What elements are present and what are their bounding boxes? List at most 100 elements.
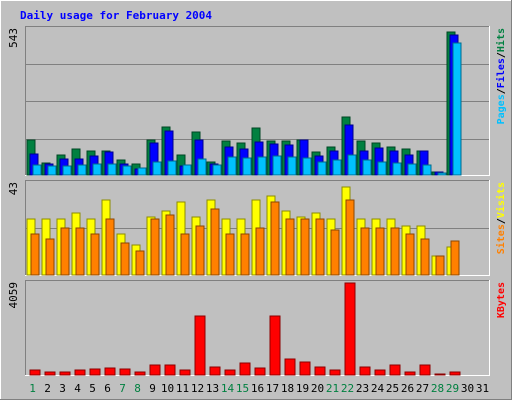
bar-kbytes-day-12 bbox=[194, 315, 206, 376]
x-tick-label-day-22: 22 bbox=[341, 382, 354, 395]
bar-sites-day-17 bbox=[270, 201, 280, 276]
x-tick-label-day-10: 10 bbox=[161, 382, 174, 395]
bar-pages-day-6 bbox=[107, 163, 117, 176]
x-tick-label-day-27: 27 bbox=[416, 382, 429, 395]
bar-sites-day-25 bbox=[390, 227, 400, 276]
panel-kbytes: 4059 KBytes bbox=[7, 280, 507, 376]
x-tick-label-day-23: 23 bbox=[356, 382, 369, 395]
x-tick-label-day-1: 1 bbox=[29, 382, 36, 395]
bar-sites-day-3 bbox=[60, 227, 70, 276]
bar-kbytes-day-3 bbox=[59, 371, 71, 376]
bar-sites-day-23 bbox=[360, 227, 370, 276]
bar-kbytes-day-10 bbox=[164, 364, 176, 376]
x-tick-label-day-5: 5 bbox=[89, 382, 96, 395]
bar-pages-day-14 bbox=[227, 156, 237, 176]
bar-sites-day-13 bbox=[210, 208, 220, 276]
x-tick-label-day-28: 28 bbox=[431, 382, 444, 395]
bar-kbytes-day-18 bbox=[284, 358, 296, 376]
bar-pages-day-4 bbox=[77, 164, 87, 176]
legend-sites: Sites bbox=[495, 224, 507, 254]
bar-kbytes-day-29 bbox=[449, 371, 461, 376]
panel-kbytes-max-label: 4059 bbox=[7, 282, 20, 309]
bar-sites-day-28 bbox=[435, 255, 445, 276]
legend-visits: Visits bbox=[495, 182, 507, 218]
bar-pages-day-3 bbox=[62, 165, 72, 176]
bar-pages-day-29 bbox=[452, 42, 462, 176]
legend-separator: / bbox=[496, 52, 507, 58]
bar-kbytes-day-26 bbox=[404, 371, 416, 376]
x-tick-label-day-7: 7 bbox=[119, 382, 126, 395]
bar-sites-day-8 bbox=[135, 250, 145, 276]
bar-sites-day-15 bbox=[240, 233, 250, 276]
bar-pages-day-7 bbox=[122, 165, 132, 176]
bar-sites-day-18 bbox=[285, 218, 295, 276]
bar-pages-day-8 bbox=[137, 167, 147, 176]
bar-sites-day-14 bbox=[225, 233, 235, 276]
panel-kbytes-legend: KBytes bbox=[496, 282, 507, 318]
bar-pages-day-19 bbox=[302, 157, 312, 176]
bar-kbytes-day-27 bbox=[419, 364, 431, 376]
bar-kbytes-day-9 bbox=[149, 364, 161, 376]
bar-kbytes-day-7 bbox=[119, 368, 131, 376]
legend-files: Files bbox=[495, 58, 507, 88]
bar-sites-day-21 bbox=[330, 229, 340, 276]
bar-kbytes-day-14 bbox=[224, 369, 236, 376]
x-tick-label-day-3: 3 bbox=[59, 382, 66, 395]
bar-kbytes-day-20 bbox=[314, 366, 326, 376]
x-axis-labels: 1 2 3 4 5 6 7 8 9 10 11 12 13 14 15 16 17 18 19 20 21 22 23 24 2… bbox=[29, 382, 489, 395]
bar-kbytes-day-22 bbox=[344, 282, 356, 376]
bar-pages-day-18 bbox=[287, 156, 297, 176]
legend-separator: / bbox=[496, 88, 507, 94]
legend-pages: Pages bbox=[496, 94, 507, 124]
x-tick-label-day-13: 13 bbox=[206, 382, 219, 395]
bar-kbytes-day-4 bbox=[74, 369, 86, 376]
bar-kbytes-day-2 bbox=[44, 371, 56, 376]
x-tick-label-day-11: 11 bbox=[176, 382, 189, 395]
bar-pages-day-13 bbox=[212, 164, 222, 176]
bar-sites-day-9 bbox=[150, 218, 160, 276]
x-tick-label-day-18: 18 bbox=[281, 382, 294, 395]
bar-pages-day-15 bbox=[242, 157, 252, 176]
bar-pages-day-25 bbox=[392, 162, 402, 176]
bar-pages-day-12 bbox=[197, 158, 207, 176]
bar-kbytes-day-23 bbox=[359, 366, 371, 376]
x-tick-label-day-12: 12 bbox=[191, 382, 204, 395]
bar-pages-day-2 bbox=[47, 165, 57, 176]
x-tick-label-day-2: 2 bbox=[44, 382, 51, 395]
legend-hits: Hits bbox=[495, 28, 507, 52]
bar-kbytes-day-21 bbox=[329, 369, 341, 376]
bar-kbytes-day-5 bbox=[89, 368, 101, 376]
bar-sites-day-12 bbox=[195, 225, 205, 276]
bar-sites-day-29 bbox=[450, 240, 460, 276]
panel-hits-max-label: 543 bbox=[7, 28, 20, 48]
panel-kbytes-background bbox=[25, 280, 490, 376]
bar-sites-day-20 bbox=[315, 218, 325, 276]
bar-pages-day-26 bbox=[407, 163, 417, 176]
chart-title: Daily usage for February 2004 bbox=[20, 9, 212, 22]
bar-pages-day-11 bbox=[182, 164, 192, 176]
x-tick-label-day-20: 20 bbox=[311, 382, 324, 395]
bar-sites-day-2 bbox=[45, 238, 55, 276]
bar-sites-day-5 bbox=[90, 233, 100, 276]
bar-sites-day-16 bbox=[255, 227, 265, 276]
bar-kbytes-day-16 bbox=[254, 367, 266, 376]
bar-pages-day-23 bbox=[362, 159, 372, 176]
bar-pages-day-1 bbox=[32, 164, 42, 176]
x-tick-label-day-8: 8 bbox=[134, 382, 141, 395]
bar-sites-day-19 bbox=[300, 218, 310, 276]
bar-kbytes-day-11 bbox=[179, 369, 191, 376]
x-tick-label-day-17: 17 bbox=[266, 382, 279, 395]
bar-sites-day-7 bbox=[120, 242, 130, 276]
bar-kbytes-day-13 bbox=[209, 366, 221, 376]
bar-pages-day-27 bbox=[422, 164, 432, 176]
bar-sites-day-1 bbox=[30, 233, 40, 276]
bar-pages-day-17 bbox=[272, 155, 282, 176]
bar-pages-day-10 bbox=[167, 160, 177, 176]
bar-pages-day-20 bbox=[317, 161, 327, 176]
x-tick-label-day-30: 30 bbox=[461, 382, 474, 395]
x-tick-label-day-14: 14 bbox=[221, 382, 235, 395]
